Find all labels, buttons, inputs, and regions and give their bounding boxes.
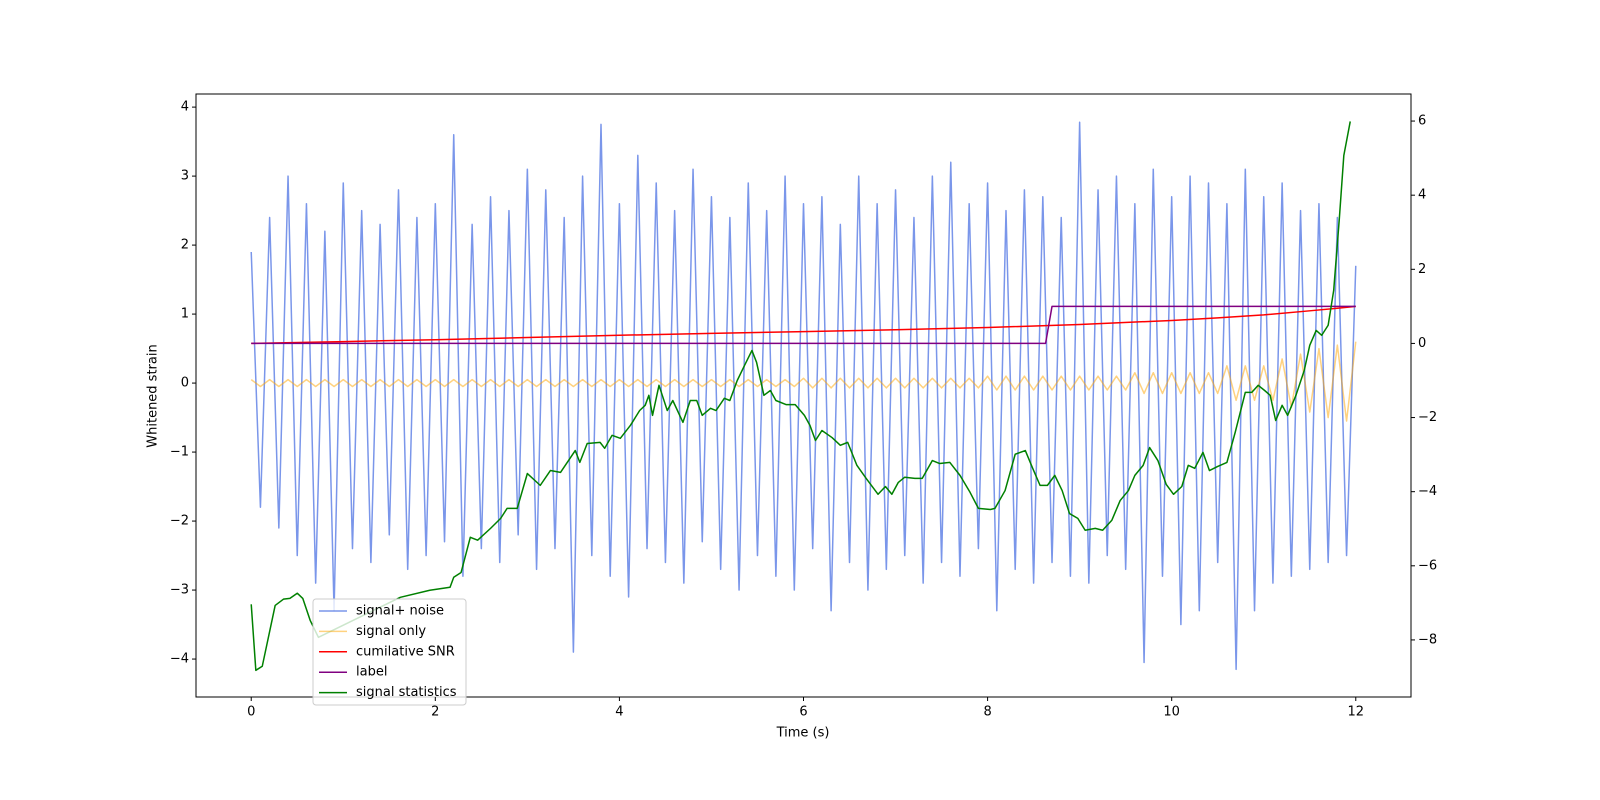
legend-label: signal only xyxy=(356,624,426,639)
y-axis-label: Whitened strain xyxy=(146,344,161,447)
y2-tick-label: −6 xyxy=(1418,558,1437,573)
legend-label: signal statistics xyxy=(356,685,457,700)
y-tick-label: −3 xyxy=(170,583,189,598)
series-line xyxy=(251,305,1356,345)
y2-tick-label: −2 xyxy=(1418,410,1437,425)
y2-tick-label: 2 xyxy=(1418,262,1426,277)
x-tick-label: 8 xyxy=(983,705,991,720)
legend: signal+ noise signal only cumilative SNR la… xyxy=(312,598,467,706)
y2-tick-label: 4 xyxy=(1418,188,1426,203)
series-line xyxy=(250,341,1357,422)
series-line xyxy=(250,121,1351,672)
y-tick-label: 4 xyxy=(181,100,189,115)
y2-tick-label: 0 xyxy=(1418,336,1426,351)
y2-tick-label: −4 xyxy=(1418,484,1437,499)
legend-label: label xyxy=(356,665,387,680)
plot-area xyxy=(250,121,1357,672)
x-axis-label: Time (s) xyxy=(776,726,830,741)
legend-label: signal+ noise xyxy=(356,604,444,619)
x-tick-label: 6 xyxy=(799,705,807,720)
y2-tick-label: −8 xyxy=(1418,632,1437,647)
legend-box xyxy=(312,598,467,706)
x-tick-label: 10 xyxy=(1163,705,1180,720)
y-tick-label: −4 xyxy=(170,652,189,667)
y-tick-label: 0 xyxy=(181,376,189,391)
x-tick-label: 0 xyxy=(247,705,255,720)
x-tick-label: 2 xyxy=(431,705,439,720)
series-line xyxy=(250,121,1357,671)
y-tick-label: 3 xyxy=(181,169,189,184)
y-tick-label: −1 xyxy=(170,445,189,460)
y2-tick-label: 6 xyxy=(1418,114,1426,129)
x-tick-label: 12 xyxy=(1347,705,1364,720)
x-tick-label: 4 xyxy=(615,705,623,720)
legend-label: cumilative SNR xyxy=(356,644,455,659)
y-tick-label: −2 xyxy=(170,514,189,529)
y-tick-label: 1 xyxy=(181,307,189,322)
y-tick-label: 2 xyxy=(181,238,189,253)
series-line xyxy=(251,305,1356,345)
